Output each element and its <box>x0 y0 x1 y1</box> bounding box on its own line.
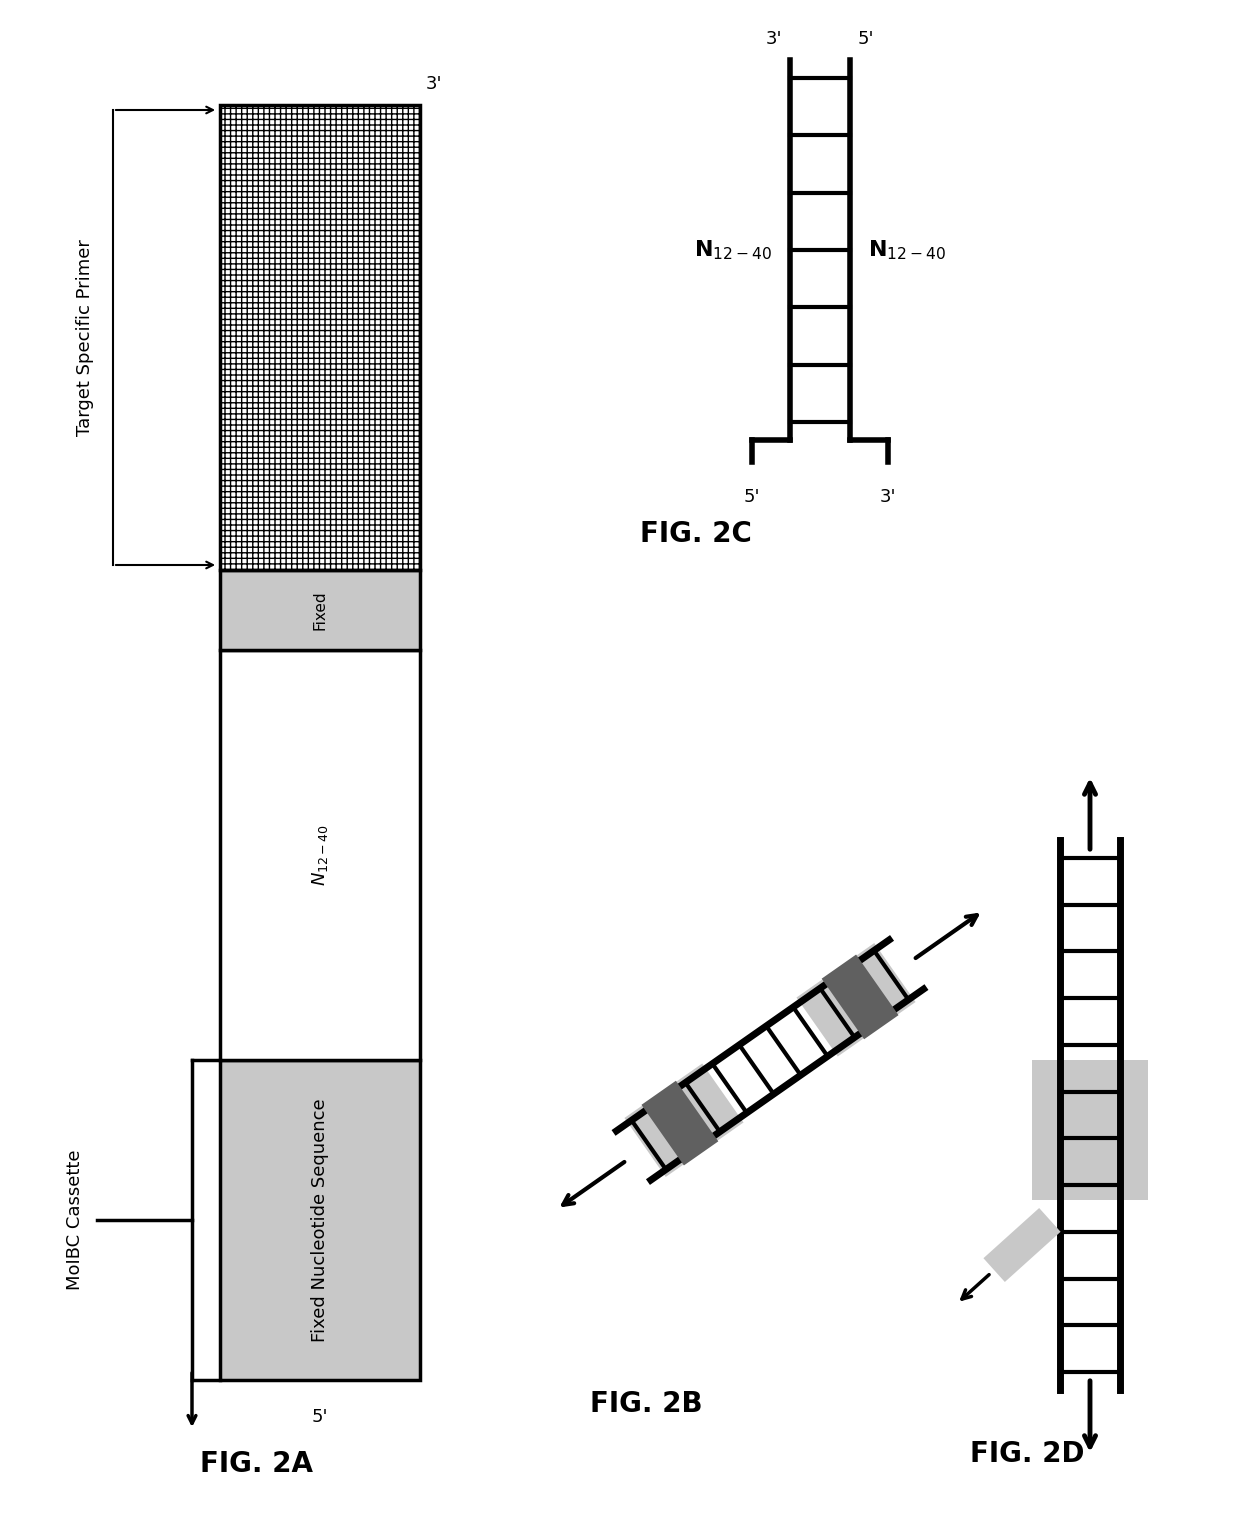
Text: FIG. 2D: FIG. 2D <box>970 1440 1085 1469</box>
Text: 3': 3' <box>879 488 897 506</box>
Text: 3': 3' <box>427 75 443 93</box>
Polygon shape <box>625 1063 744 1177</box>
Bar <box>219 650 420 1060</box>
Text: FIG. 2C: FIG. 2C <box>640 520 751 547</box>
Bar <box>1032 1060 1148 1200</box>
Text: 5': 5' <box>311 1408 329 1426</box>
Polygon shape <box>796 942 915 1057</box>
Bar <box>219 105 420 570</box>
Polygon shape <box>641 1081 718 1165</box>
Text: Target Specific Primer: Target Specific Primer <box>76 239 94 436</box>
Text: FIG. 2B: FIG. 2B <box>590 1389 703 1418</box>
Text: 3': 3' <box>765 30 782 47</box>
Text: 5': 5' <box>858 30 874 47</box>
Bar <box>219 570 420 650</box>
Polygon shape <box>983 1208 1060 1283</box>
Polygon shape <box>822 955 899 1039</box>
Text: Fixed: Fixed <box>312 590 327 630</box>
Bar <box>219 1060 420 1380</box>
Text: Fixed Nucleotide Sequence: Fixed Nucleotide Sequence <box>311 1098 329 1342</box>
Text: $\mathbf{N}_{12-40}$: $\mathbf{N}_{12-40}$ <box>693 238 773 262</box>
Text: $\mathbf{N}_{12-40}$: $\mathbf{N}_{12-40}$ <box>868 238 946 262</box>
Text: FIG. 2A: FIG. 2A <box>200 1450 312 1478</box>
Text: $N_{12-40}$: $N_{12-40}$ <box>310 824 330 886</box>
Text: 5': 5' <box>744 488 760 506</box>
Text: MoIBC Cassette: MoIBC Cassette <box>66 1150 84 1290</box>
